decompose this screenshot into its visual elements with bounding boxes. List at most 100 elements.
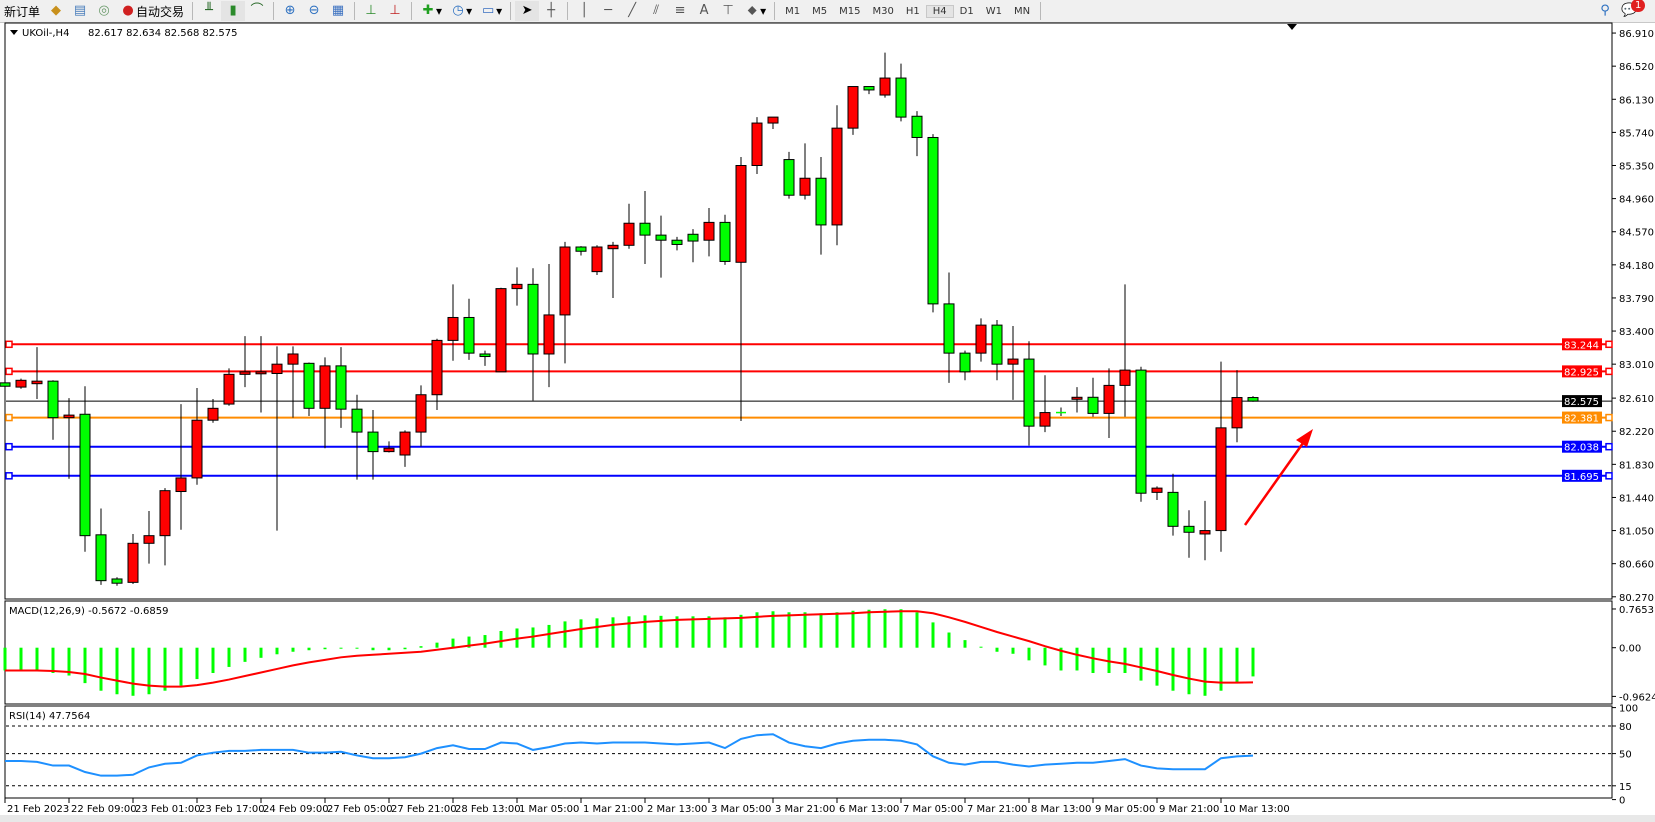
macd-histogram-bar: [947, 632, 951, 648]
candle-body: [543, 314, 555, 355]
templates-button[interactable]: ▭ ▾: [481, 3, 503, 18]
candle-body: [1071, 396, 1083, 400]
toolbar-separator: [567, 2, 569, 20]
timeframe-w1[interactable]: W1: [985, 5, 1002, 17]
horizontal-line-icon: ─: [604, 3, 613, 18]
rsi-panel[interactable]: [4, 705, 1613, 799]
zoom-out-button[interactable]: ⊖: [302, 1, 326, 21]
timeframe-m30[interactable]: M30: [872, 5, 894, 17]
fibonacci-button[interactable]: ≡: [668, 1, 692, 21]
signals-button[interactable]: ◎: [92, 1, 116, 21]
candle-body: [95, 534, 107, 582]
arrows-button[interactable]: ⬥ ▾: [740, 1, 770, 21]
price-line-handle: [1605, 340, 1613, 349]
cursor-button[interactable]: ➤: [515, 1, 540, 21]
macd-panel[interactable]: [4, 600, 1613, 705]
candle-body: [639, 222, 651, 236]
candle-body: [527, 283, 539, 355]
macd-histogram-bar: [915, 612, 919, 648]
text-button[interactable]: A: [692, 1, 716, 21]
price-tick-label: 83.400: [1619, 327, 1654, 338]
time-tick-label: 21 Feb 2023: [7, 804, 69, 815]
macd-histogram-bar: [1091, 647, 1095, 673]
timeframe-mn[interactable]: MN: [1013, 5, 1031, 17]
search-button[interactable]: ⚲: [1593, 1, 1617, 21]
candle-body: [143, 535, 155, 544]
messages-button[interactable]: 💬 1: [1617, 0, 1646, 21]
time-tick-label: 7 Mar 21:00: [967, 804, 1027, 815]
bar-chart-button[interactable]: ╨: [197, 1, 221, 21]
candlestick-button[interactable]: ▮: [221, 1, 246, 21]
macd-histogram-bar: [99, 647, 103, 691]
macd-signal-line: [5, 610, 1254, 688]
navigator-button[interactable]: ▤: [68, 1, 92, 21]
candle-body: [1119, 369, 1131, 386]
macd-histogram-bar: [195, 647, 199, 680]
price-tick-label: 85.350: [1619, 162, 1654, 173]
macd-histogram-bar: [371, 647, 375, 651]
auto-trading-button[interactable]: ● 自动交易: [116, 1, 188, 21]
trendline-button[interactable]: ╱: [620, 1, 644, 21]
bar-chart-icon: ╨: [205, 3, 213, 18]
timeframe-h4[interactable]: H4: [925, 4, 954, 18]
periods-button[interactable]: ◷ ▾: [446, 1, 476, 21]
macd-histogram-bar: [963, 640, 967, 648]
rsi-tick-label: 100: [1619, 704, 1638, 715]
time-tick-label: 3 Mar 05:00: [711, 804, 771, 815]
macd-histogram-bar: [547, 624, 551, 648]
timeframe-m5[interactable]: M5: [812, 5, 828, 17]
price-tick-label: 81.440: [1619, 493, 1654, 504]
price-line-badge: [1562, 440, 1602, 453]
zoom-in-button[interactable]: ⊕: [278, 1, 302, 21]
timeframe-m1[interactable]: M1: [785, 5, 801, 17]
candle-body: [431, 339, 443, 396]
annotation-arrow[interactable]: [1243, 429, 1313, 526]
chart-shift-marker-icon[interactable]: [1287, 24, 1297, 30]
macd-tick-label: 0.7653: [1619, 605, 1654, 616]
macd-histogram-bar: [291, 647, 295, 652]
line-chart-button[interactable]: ⌒: [245, 1, 269, 21]
candle-body: [719, 221, 731, 262]
macd-histogram-bar: [643, 615, 647, 648]
rsi-tick-label: 15: [1619, 782, 1632, 793]
horizontal-line-button[interactable]: ─: [596, 1, 620, 21]
chart-menu-triangle-icon[interactable]: [10, 30, 18, 35]
vertical-line-button[interactable]: │: [572, 1, 596, 21]
new-order-button[interactable]: 新订单: [4, 4, 41, 19]
time-tick-label: 24 Feb 09:00: [263, 804, 329, 815]
candle-body: [495, 288, 507, 373]
toolbar-separator: [510, 2, 512, 20]
macd-histogram-bar: [723, 617, 727, 648]
text-label-button[interactable]: ⊤: [716, 1, 740, 21]
time-tick-label: 23 Feb 17:00: [199, 804, 265, 815]
macd-histogram-bar: [483, 635, 487, 648]
macd-indicator: 0.7653 0.00 -0.9624: [3, 605, 1655, 703]
macd-histogram-bar: [1203, 647, 1207, 696]
timeframe-m15[interactable]: M15: [839, 5, 861, 17]
market-watch-button[interactable]: ◆: [44, 1, 68, 21]
tile-windows-button[interactable]: ▦: [326, 1, 350, 21]
macd-histogram-bar: [243, 647, 247, 662]
indicators-button[interactable]: ✚ ▾: [416, 1, 446, 21]
navigator-icon: ▤: [73, 3, 87, 18]
macd-histogram-bar: [1251, 647, 1255, 677]
status-bar: [0, 815, 1655, 822]
time-tick-label: 7 Mar 05:00: [903, 804, 963, 815]
macd-histogram-bar: [627, 616, 631, 648]
crosshair-button[interactable]: ┼: [539, 1, 563, 21]
candle-body: [319, 365, 331, 409]
main-price-panel[interactable]: [4, 22, 1613, 600]
equidistant-channel-button[interactable]: ⫽: [644, 1, 668, 21]
timeframe-h1[interactable]: H1: [905, 5, 920, 17]
price-line-badge: [1562, 338, 1602, 351]
timeframe-d1[interactable]: D1: [959, 5, 974, 17]
candle-body: [63, 414, 75, 419]
candle-body: [1103, 384, 1115, 414]
chart-shift-button[interactable]: ⊥: [359, 1, 383, 21]
arrow-shaft: [1243, 435, 1310, 526]
macd-histogram-bar: [611, 617, 615, 648]
fibonacci-icon: ≡: [674, 3, 686, 18]
autoscroll-button[interactable]: ⊥: [383, 1, 407, 21]
